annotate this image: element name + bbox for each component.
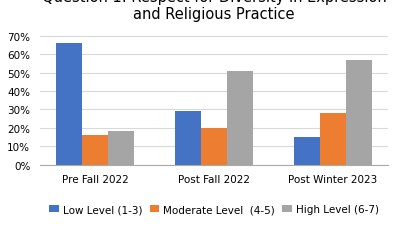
Bar	[320, 114, 346, 165]
Bar	[346, 60, 372, 165]
Bar	[56, 44, 82, 165]
Bar	[201, 128, 227, 165]
Bar	[108, 132, 134, 165]
Bar	[175, 112, 201, 165]
Bar	[227, 71, 253, 165]
Title: Question 1: Respect for Diversity in Expression
and Religious Practice: Question 1: Respect for Diversity in Exp…	[42, 0, 386, 22]
Legend: Low Level (1-3), Moderate Level  (4-5), High Level (6-7): Low Level (1-3), Moderate Level (4-5), H…	[45, 200, 383, 218]
Bar	[82, 136, 108, 165]
Bar	[294, 137, 320, 165]
